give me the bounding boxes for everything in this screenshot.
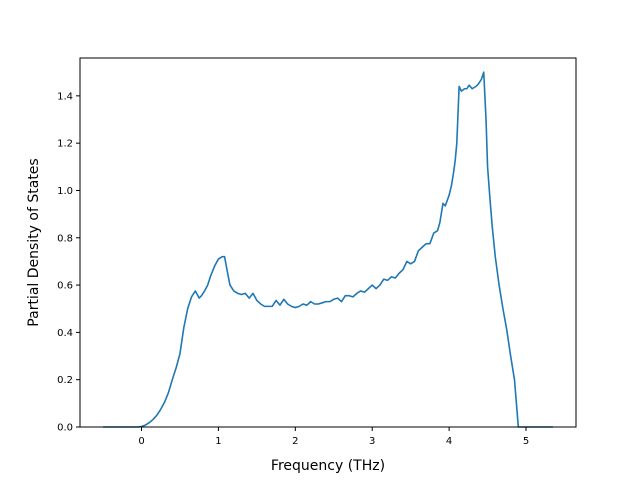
y-tick-label: 0.2 xyxy=(57,375,73,386)
x-axis-label: Frequency (THz) xyxy=(271,458,385,474)
x-axis-ticks: 0 1 2 3 4 5 xyxy=(138,427,529,447)
y-axis-ticks: 0.0 0.2 0.4 0.6 0.8 1.0 1.2 1.4 xyxy=(57,91,80,434)
x-tick-label: 0 xyxy=(138,436,144,447)
y-tick-label: 0.6 xyxy=(57,281,73,292)
y-tick-label: 1.2 xyxy=(57,139,73,150)
x-tick-label: 3 xyxy=(369,436,375,447)
y-tick-label: 0.8 xyxy=(57,233,73,244)
y-tick-label: 0.4 xyxy=(57,328,73,339)
y-tick-label: 1.4 xyxy=(57,91,73,102)
y-tick-label: 1.0 xyxy=(57,186,73,197)
plot-content xyxy=(103,71,553,428)
y-tick-label: 0.0 xyxy=(57,423,73,434)
x-tick-label: 1 xyxy=(215,436,221,447)
y-axis-label: Partial Density of States xyxy=(26,158,42,326)
x-tick-label: 4 xyxy=(446,436,452,447)
x-tick-label: 5 xyxy=(523,436,529,447)
plot-frame xyxy=(79,57,577,428)
x-tick-label: 2 xyxy=(292,436,298,447)
pdos-series-line xyxy=(103,71,553,428)
